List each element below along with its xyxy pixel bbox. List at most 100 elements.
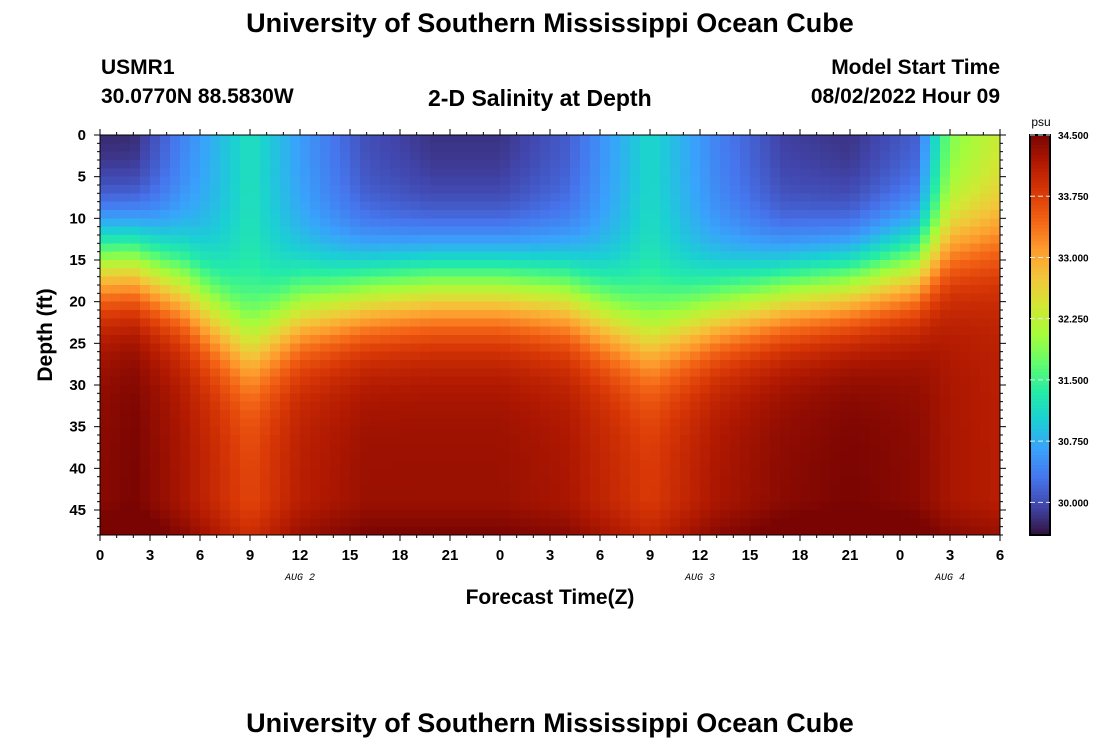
heatmap-cell bbox=[340, 210, 351, 219]
heatmap-cell bbox=[510, 351, 521, 361]
heatmap-cell bbox=[210, 510, 221, 519]
heatmap-cell bbox=[370, 143, 381, 153]
heatmap-cell bbox=[460, 143, 471, 153]
heatmap-cell bbox=[700, 243, 711, 253]
heatmap-cell bbox=[630, 501, 641, 511]
heatmap-cell bbox=[470, 451, 481, 461]
heatmap-cell bbox=[590, 143, 601, 153]
heatmap-cell bbox=[850, 385, 861, 394]
heatmap-cell bbox=[660, 485, 671, 494]
heatmap-cell bbox=[640, 201, 651, 211]
colorbar-band bbox=[1030, 178, 1050, 183]
heatmap-cell bbox=[560, 435, 571, 444]
heatmap-cell bbox=[930, 385, 941, 394]
heatmap-cell bbox=[650, 351, 661, 361]
heatmap-cell bbox=[860, 410, 871, 419]
heatmap-cell bbox=[990, 485, 1001, 494]
heatmap-cell bbox=[750, 485, 761, 494]
heatmap-cell bbox=[270, 368, 281, 378]
heatmap-cell bbox=[200, 410, 211, 419]
heatmap-cell bbox=[610, 143, 621, 153]
heatmap-cell bbox=[430, 143, 441, 153]
heatmap-cell bbox=[130, 518, 141, 528]
heatmap-cell bbox=[150, 193, 161, 203]
heatmap-cell bbox=[460, 193, 471, 203]
heatmap-cell bbox=[210, 185, 221, 194]
heatmap-cell bbox=[990, 193, 1001, 203]
heatmap-cell bbox=[170, 201, 181, 211]
heatmap-cell bbox=[880, 485, 891, 494]
heatmap-cell bbox=[350, 235, 361, 244]
heatmap-cell bbox=[950, 385, 961, 394]
heatmap-cell bbox=[820, 360, 831, 369]
heatmap-cell bbox=[990, 301, 1001, 311]
heatmap-cell bbox=[390, 393, 401, 403]
heatmap-cell bbox=[720, 468, 731, 478]
heatmap-cell bbox=[920, 418, 931, 428]
heatmap-cell bbox=[830, 435, 841, 444]
heatmap-cell bbox=[660, 176, 671, 186]
heatmap-cell bbox=[570, 201, 581, 211]
heatmap-cell bbox=[280, 335, 291, 344]
heatmap-cell bbox=[470, 268, 481, 278]
date-label: AUG 2 bbox=[284, 573, 315, 584]
heatmap-cell bbox=[610, 435, 621, 444]
heatmap-cell bbox=[390, 210, 401, 219]
heatmap-cell bbox=[140, 468, 151, 478]
heatmap-cell bbox=[520, 310, 531, 319]
heatmap-cell bbox=[420, 301, 431, 311]
heatmap-cell bbox=[950, 410, 961, 419]
heatmap-cell bbox=[280, 510, 291, 519]
heatmap-cell bbox=[820, 310, 831, 319]
heatmap-cell bbox=[610, 235, 621, 244]
heatmap-cell bbox=[270, 285, 281, 294]
heatmap-cell bbox=[410, 226, 421, 236]
heatmap-cell bbox=[570, 351, 581, 361]
heatmap-cell bbox=[760, 185, 771, 194]
heatmap-cell bbox=[200, 451, 211, 461]
heatmap-cell bbox=[340, 451, 351, 461]
heatmap-cell bbox=[810, 210, 821, 219]
heatmap-cell bbox=[310, 226, 321, 236]
heatmap-cell bbox=[420, 143, 431, 153]
heatmap-cell bbox=[840, 443, 851, 453]
heatmap-cell bbox=[870, 251, 881, 261]
heatmap-cell bbox=[580, 326, 591, 336]
heatmap-cell bbox=[710, 418, 721, 428]
heatmap-cell bbox=[260, 401, 271, 411]
x-tick-label: 12 bbox=[292, 547, 309, 564]
heatmap-cell bbox=[450, 460, 461, 469]
heatmap-cell bbox=[820, 485, 831, 494]
heatmap-cell bbox=[270, 526, 281, 536]
heatmap-cell bbox=[350, 168, 361, 178]
heatmap-cell bbox=[850, 160, 861, 169]
heatmap-cell bbox=[250, 226, 261, 236]
heatmap-cell bbox=[280, 451, 291, 461]
heatmap-cell bbox=[410, 243, 421, 253]
heatmap-cell bbox=[550, 176, 561, 186]
heatmap-cell bbox=[730, 293, 741, 303]
heatmap-cell bbox=[620, 368, 631, 378]
heatmap-cell bbox=[190, 368, 201, 378]
heatmap-cell bbox=[440, 260, 451, 269]
heatmap-cell bbox=[140, 293, 151, 303]
heatmap-cell bbox=[270, 276, 281, 286]
heatmap-cell bbox=[430, 218, 441, 228]
heatmap-cell bbox=[330, 185, 341, 194]
heatmap-cell bbox=[140, 135, 151, 144]
heatmap-cell bbox=[750, 276, 761, 286]
heatmap-cell bbox=[600, 243, 611, 253]
heatmap-cell bbox=[320, 293, 331, 303]
heatmap-cell bbox=[230, 226, 241, 236]
heatmap-cell bbox=[580, 476, 591, 486]
heatmap-cell bbox=[970, 376, 981, 386]
heatmap-cell bbox=[580, 235, 591, 244]
heatmap-cell bbox=[370, 226, 381, 236]
heatmap-cell bbox=[620, 176, 631, 186]
heatmap-cell bbox=[800, 301, 811, 311]
heatmap-cell bbox=[410, 143, 421, 153]
heatmap-cell bbox=[630, 368, 641, 378]
heatmap-cell bbox=[850, 243, 861, 253]
heatmap-cell bbox=[650, 376, 661, 386]
heatmap-cell bbox=[220, 226, 231, 236]
